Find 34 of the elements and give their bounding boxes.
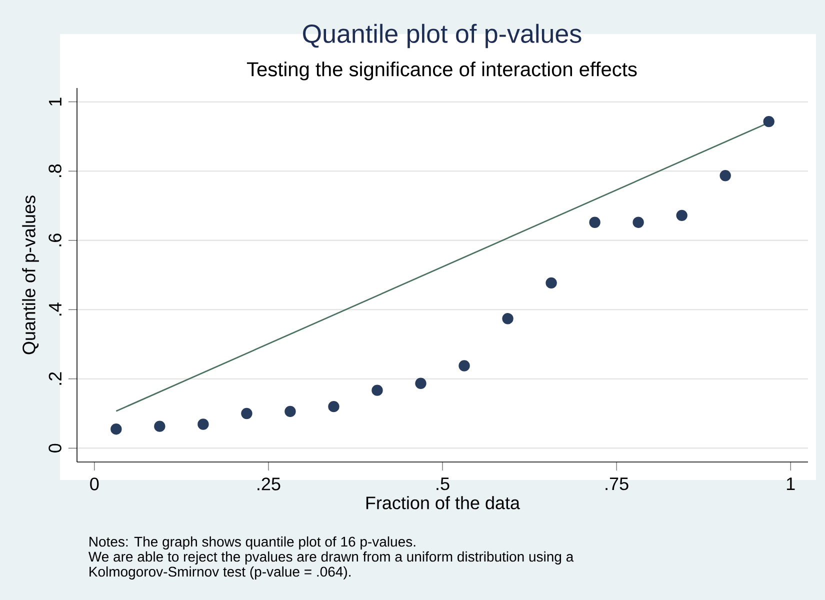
point [241, 408, 252, 420]
chart-subtitle: Testing the significance of interaction effects [246, 62, 637, 80]
point [676, 210, 688, 222]
point [415, 378, 426, 389]
y-tick-label: .4 [49, 302, 62, 316]
x-axis-title: Fraction of the data [366, 496, 520, 510]
x-tick-label: 1 [786, 478, 795, 490]
point [198, 418, 209, 430]
point [546, 277, 557, 289]
point [589, 216, 600, 228]
point [328, 400, 340, 412]
text: Kolmogorov-Smirnov test (p-value = .064). [90, 566, 350, 580]
point [284, 406, 296, 418]
point [632, 216, 644, 228]
x-tick-label: 0 [90, 478, 99, 490]
text: Notes: The graph shows quantile plot of 16 p-values. [90, 536, 416, 550]
y-axis-title: Quantile of p-values [22, 196, 39, 354]
point [720, 170, 731, 182]
point [458, 360, 470, 372]
chart-title: Quantile plot of p-values [303, 24, 582, 48]
x-tick-label: .25 [258, 478, 280, 490]
x-tick-label: .75 [606, 478, 628, 490]
point [502, 313, 514, 324]
y-tick-label: 1 [49, 98, 62, 106]
y-tick-label: .6 [48, 234, 62, 246]
x-tick-label: .5 [436, 478, 450, 490]
point [110, 424, 122, 435]
point [154, 420, 166, 432]
text: We are able to reject the pvalues are drawn from a uniform distribution using a [88, 551, 574, 564]
y-tick-label: 0 [48, 444, 62, 452]
y-tick-label: .8 [48, 164, 62, 177]
point [372, 384, 383, 396]
point [763, 116, 774, 128]
y-tick-label: .2 [48, 372, 62, 385]
